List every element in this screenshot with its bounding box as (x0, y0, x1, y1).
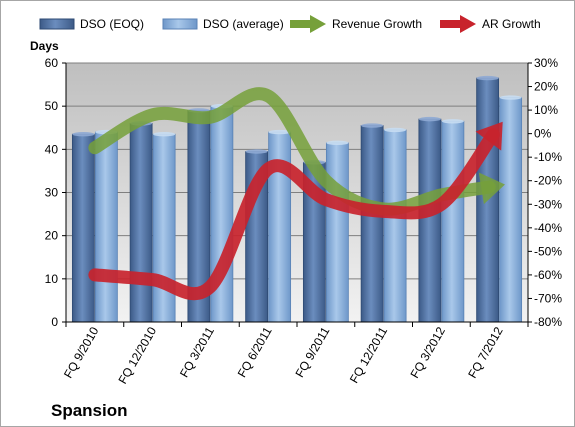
legend-swatch-arrowhead (460, 15, 476, 33)
bar-top-dso-average (268, 129, 291, 135)
bar-top-dso-average (441, 119, 464, 124)
right-tick-label: 0% (534, 127, 552, 141)
left-tick-label: 30 (45, 186, 59, 200)
bar-top-dso-eoq (72, 132, 95, 137)
bar-top-dso-eoq (418, 116, 441, 122)
left-tick-label: 40 (45, 142, 59, 156)
growth-lines (88, 87, 505, 300)
bar-top-dso-average (153, 132, 176, 137)
legend: DSO (EOQ) DSO (average) Revenue Growth AR G… (39, 15, 541, 33)
bar-dso-eoq (360, 125, 384, 323)
bar-dso-average (94, 131, 118, 323)
bar-top-dso-average (384, 127, 407, 133)
right-tick-label: 10% (534, 103, 558, 117)
bar-dso-eoq (71, 133, 95, 323)
bar-dso-average (499, 97, 523, 323)
left-tick-label: 50 (45, 99, 59, 113)
legend-label: DSO (EOQ) (80, 17, 144, 31)
right-tick-label: -20% (534, 174, 562, 188)
legend-swatch-bar (162, 18, 198, 30)
ar-growth-arrowhead (475, 121, 503, 151)
bar-top-dso-eoq (361, 123, 384, 128)
right-tick-label: -40% (534, 221, 562, 235)
right-tick-label: -30% (534, 197, 562, 211)
company-name: Spansion (51, 401, 128, 420)
legend-label: DSO (average) (203, 17, 284, 31)
ar-growth-line (88, 128, 500, 300)
left-tick-label: 20 (45, 229, 59, 243)
left-tick-label: 60 (45, 56, 59, 70)
legend-swatch-arrowhead (310, 15, 326, 33)
legend-label: AR Growth (482, 17, 541, 31)
bar-top-dso-average (499, 95, 522, 100)
right-tick-label: -60% (534, 268, 562, 282)
legend-swatch-bar (39, 18, 75, 30)
bar-top-dso-average (326, 140, 349, 146)
bar-top-dso-eoq (245, 149, 268, 154)
bar-dso-average (325, 142, 349, 323)
revenue-growth-line (88, 87, 496, 216)
right-tick-label: 20% (534, 80, 558, 94)
right-tick-label: 30% (534, 56, 558, 70)
right-tick-label: -80% (534, 315, 562, 329)
right-tick-label: -10% (534, 150, 562, 164)
bar-dso-average (383, 129, 407, 323)
left-axis-title: Days (30, 39, 59, 53)
left-tick-label: 0 (51, 315, 58, 329)
revenue-growth-arrowhead (478, 172, 505, 205)
bar-dso-eoq (418, 118, 442, 323)
right-tick-label: -70% (534, 291, 562, 305)
left-tick-label: 10 (45, 272, 59, 286)
right-tick-label: -50% (534, 244, 562, 258)
bar-dso-average (152, 133, 176, 323)
bar-dso-average (441, 120, 465, 323)
legend-label: Revenue Growth (332, 17, 422, 31)
bar-top-dso-eoq (476, 75, 499, 81)
bar-dso-eoq (129, 123, 153, 323)
